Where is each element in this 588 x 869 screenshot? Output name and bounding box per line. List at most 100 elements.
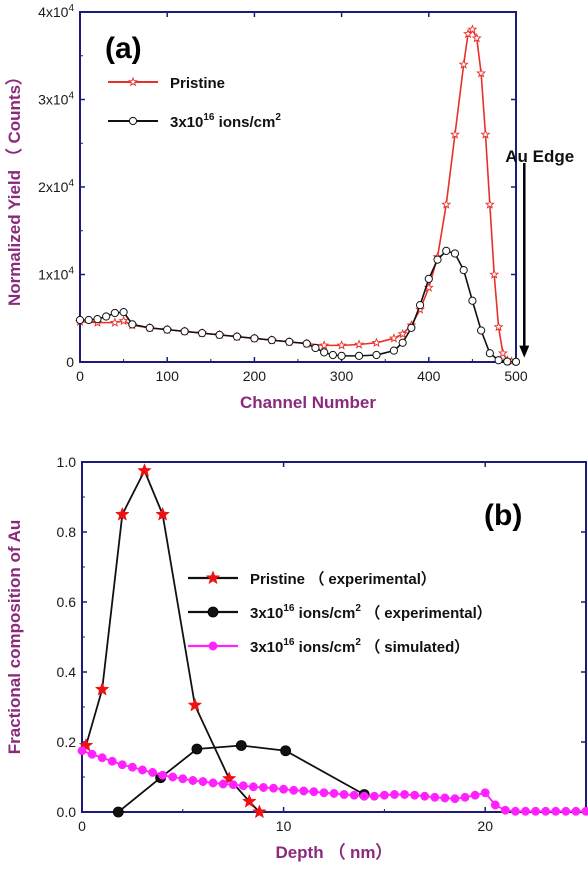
data-point <box>228 780 238 790</box>
series-line <box>79 28 512 363</box>
y-tick-label: 3x104 <box>38 91 74 108</box>
x-tick-label: 0 <box>76 368 84 384</box>
x-tick-label: 300 <box>330 368 354 384</box>
data-point <box>117 760 127 770</box>
data-point <box>415 301 425 310</box>
data-point <box>494 356 503 365</box>
legend: Pristine （ experimental） 3x1016 ions/cm2 … <box>188 570 492 656</box>
data-point <box>485 349 494 358</box>
data-point <box>541 806 551 816</box>
x-tick-label: 10 <box>276 818 292 834</box>
data-point <box>329 789 339 798</box>
data-point <box>400 790 410 799</box>
series-1 <box>112 740 370 818</box>
data-point <box>250 334 259 343</box>
x-tick-label: 100 <box>156 368 180 384</box>
data-point <box>500 805 510 815</box>
data-point <box>178 774 188 784</box>
data-point <box>468 296 477 305</box>
series-2 <box>77 746 588 816</box>
data-point <box>299 786 309 796</box>
data-point <box>279 784 289 794</box>
data-point <box>302 339 311 348</box>
data-point <box>336 340 347 350</box>
data-point <box>510 806 520 816</box>
legend-marker <box>128 76 138 87</box>
data-point <box>460 792 470 802</box>
series-line <box>117 744 365 813</box>
chart-panel-b: 0 10 20 0.0 0.2 0.4 0.6 0.8 1.0 Depth （ nm） Fracti… <box>5 454 588 862</box>
data-point <box>441 199 452 209</box>
legend-marker <box>205 570 221 585</box>
data-point <box>75 315 85 325</box>
data-point <box>311 343 320 353</box>
data-point <box>319 340 330 350</box>
data-point <box>369 791 379 801</box>
y-tick-label: 0.6 <box>57 594 77 610</box>
data-point <box>581 806 588 816</box>
data-point <box>458 59 469 69</box>
data-point <box>238 781 248 791</box>
data-point <box>191 743 203 755</box>
plot-frame <box>79 11 517 363</box>
data-point <box>319 788 329 798</box>
data-point <box>459 266 468 275</box>
data-point <box>289 785 299 795</box>
data-point <box>187 697 203 712</box>
data-point <box>398 338 407 347</box>
data-point <box>309 787 319 797</box>
data-point <box>531 806 541 816</box>
series-1 <box>75 246 521 366</box>
data-point <box>163 325 172 334</box>
data-point <box>235 740 247 751</box>
panel-label: (b) <box>484 499 522 532</box>
data-point <box>354 339 365 349</box>
data-point <box>354 351 364 360</box>
data-point <box>410 790 420 800</box>
data-point <box>198 777 208 786</box>
data-point <box>433 255 442 264</box>
series-0 <box>78 463 267 819</box>
data-point <box>503 357 512 366</box>
data-point <box>511 357 521 366</box>
data-point <box>359 791 369 801</box>
y-tick-label: 1x104 <box>38 266 74 283</box>
legend-marker <box>208 641 218 651</box>
legend-label: 3x1016 ions/cm2 <box>170 112 281 131</box>
data-point <box>137 463 152 477</box>
data-point <box>242 793 257 808</box>
data-point <box>339 790 349 799</box>
data-point <box>93 315 102 324</box>
legend-label: 3x1016 ions/cm2 （ experimental） <box>250 603 492 622</box>
data-point <box>84 315 93 325</box>
data-point <box>258 783 268 792</box>
data-point <box>420 791 430 801</box>
data-point <box>128 320 137 329</box>
data-point <box>145 323 154 332</box>
data-point <box>280 745 292 757</box>
x-axis-title: Channel Number <box>240 393 376 412</box>
data-point <box>232 332 242 341</box>
data-point <box>248 782 258 792</box>
data-point <box>97 753 107 763</box>
x-tick-label: 500 <box>504 368 528 384</box>
data-point <box>372 350 381 360</box>
legend-label: 3x1016 ions/cm2 （ simulated） <box>250 637 469 656</box>
y-tick-label: 2x104 <box>38 178 74 195</box>
data-point <box>218 779 228 789</box>
data-point <box>489 269 500 279</box>
data-point <box>490 800 500 810</box>
data-point <box>477 326 486 335</box>
data-point <box>138 765 147 775</box>
data-point <box>221 771 237 785</box>
data-point <box>87 749 97 759</box>
data-point <box>267 336 276 345</box>
data-point <box>349 790 359 800</box>
data-point <box>476 67 487 78</box>
y-axis-title: Fractional composition of Au <box>5 520 24 755</box>
legend-marker <box>207 606 219 618</box>
data-point <box>168 772 178 782</box>
data-point <box>110 308 119 318</box>
x-tick-label: 0 <box>78 818 86 834</box>
